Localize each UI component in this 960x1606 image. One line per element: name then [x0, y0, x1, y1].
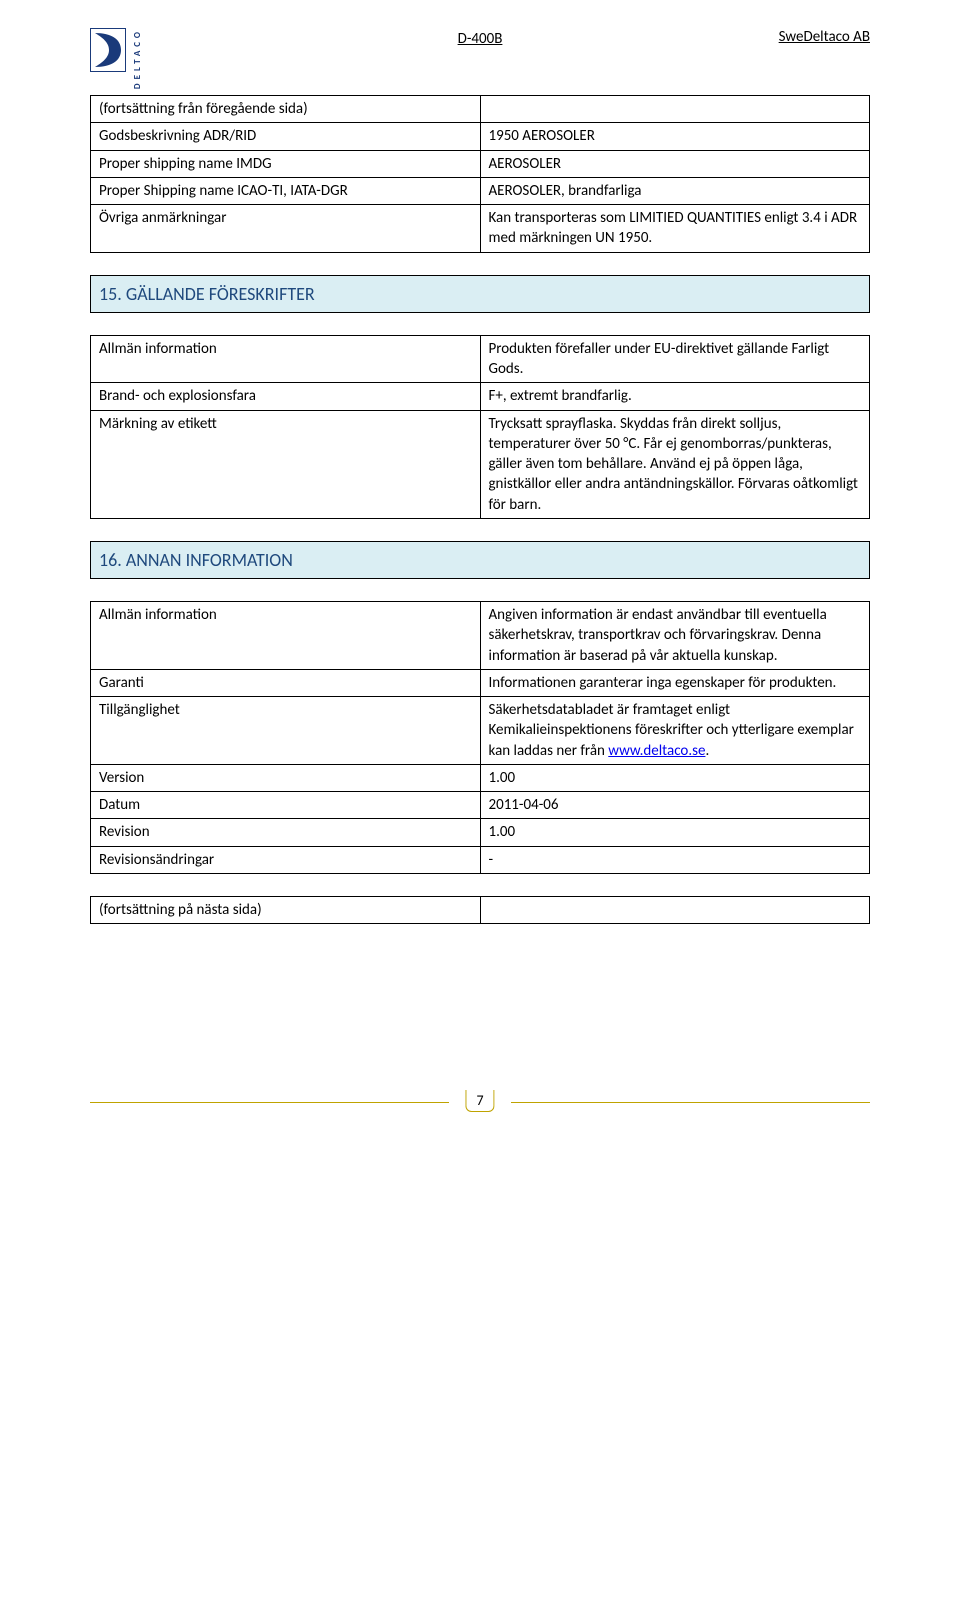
cell-label: Brand- och explosionsfara [91, 383, 481, 410]
cell-label: Godsbeskrivning ADR/RID [91, 123, 481, 150]
cell-value: Angiven information är endast användbar … [480, 602, 870, 670]
table-row: Datum 2011-04-06 [91, 792, 870, 819]
cell-label: Revisionsändringar [91, 846, 481, 873]
cell-value: Informationen garanterar inga egenskaper… [480, 669, 870, 696]
cell-value: 1950 AEROSOLER [480, 123, 870, 150]
cell-value: - [480, 846, 870, 873]
cell-value: AEROSOLER, brandfarliga [480, 177, 870, 204]
cell-value: Säkerhetsdatabladet är framtaget enligt … [480, 697, 870, 765]
cell-value-post: . [705, 742, 709, 760]
cell-label: Proper Shipping name ICAO-TI, IATA-DGR [91, 177, 481, 204]
cell-value: F+, extremt brandfarlig. [480, 383, 870, 410]
cell-label: Allmän information [91, 602, 481, 670]
table-row: Märkning av etikett Trycksatt sprayflask… [91, 410, 870, 518]
cell-value: 1.00 [480, 764, 870, 791]
table-row: Allmän information Angiven information ä… [91, 602, 870, 670]
table-row: Version 1.00 [91, 764, 870, 791]
page-footer: 7 [90, 1084, 870, 1124]
table-row: Revisionsändringar - [91, 846, 870, 873]
cell-label: Garanti [91, 669, 481, 696]
page: DELTACO D-400B SweDeltaco AB (fortsättni… [0, 0, 960, 1164]
cell-value: Trycksatt sprayflaska. Skyddas från dire… [480, 410, 870, 518]
section14-table: (fortsättning från föregående sida) Gods… [90, 95, 870, 253]
section-heading-row: 16. ANNAN INFORMATION [91, 541, 870, 578]
table-row: Godsbeskrivning ADR/RID 1950 AEROSOLER [91, 123, 870, 150]
cell-label: Allmän information [91, 335, 481, 383]
cell-value: Kan transporteras som LIMITIED QUANTITIE… [480, 205, 870, 253]
logo-mark-icon [90, 28, 126, 72]
cell-label: Proper shipping name IMDG [91, 150, 481, 177]
cell-value [480, 96, 870, 123]
company-name: SweDeltaco AB [779, 28, 870, 46]
footer-rule-right [511, 1102, 870, 1103]
cell-label: Märkning av etikett [91, 410, 481, 518]
table-row: Garanti Informationen garanterar inga eg… [91, 669, 870, 696]
section16-body: Allmän information Angiven information ä… [90, 601, 870, 874]
deltaco-link[interactable]: www.deltaco.se [608, 742, 705, 760]
table-row: Proper shipping name IMDG AEROSOLER [91, 150, 870, 177]
logo: DELTACO [90, 28, 143, 89]
table-row: (fortsättning från föregående sida) [91, 96, 870, 123]
footer-rule-left [90, 1102, 449, 1103]
table-row: (fortsättning på nästa sida) [91, 896, 870, 923]
cell-value: AEROSOLER [480, 150, 870, 177]
section16-heading: 16. ANNAN INFORMATION [91, 541, 870, 578]
section15-body: Allmän information Produkten förefaller … [90, 335, 870, 519]
section15-heading: 15. GÄLLANDE FÖRESKRIFTER [91, 275, 870, 312]
cell-value: 2011-04-06 [480, 792, 870, 819]
continuation-table: (fortsättning på nästa sida) [90, 896, 870, 924]
table-row: Övriga anmärkningar Kan transporteras so… [91, 205, 870, 253]
cell-value: 1.00 [480, 819, 870, 846]
logo-brand-text: DELTACO [132, 28, 143, 89]
table-row: Proper Shipping name ICAO-TI, IATA-DGR A… [91, 177, 870, 204]
page-number: 7 [465, 1090, 494, 1112]
page-header: DELTACO D-400B SweDeltaco AB [90, 28, 870, 89]
section15-table: 15. GÄLLANDE FÖRESKRIFTER [90, 275, 870, 313]
cell-label: Tillgänglighet [91, 697, 481, 765]
cell-label: (fortsättning från föregående sida) [91, 96, 481, 123]
cell-value: Produkten förefaller under EU-direktivet… [480, 335, 870, 383]
table-row: Tillgänglighet Säkerhetsdatabladet är fr… [91, 697, 870, 765]
section16-table: 16. ANNAN INFORMATION [90, 541, 870, 579]
cell-label: Version [91, 764, 481, 791]
table-row: Allmän information Produkten förefaller … [91, 335, 870, 383]
cell-label: Revision [91, 819, 481, 846]
cell-label: Övriga anmärkningar [91, 205, 481, 253]
table-row: Brand- och explosionsfara F+, extremt br… [91, 383, 870, 410]
section-heading-row: 15. GÄLLANDE FÖRESKRIFTER [91, 275, 870, 312]
document-id: D-400B [458, 30, 503, 48]
cell-label: Datum [91, 792, 481, 819]
table-row: Revision 1.00 [91, 819, 870, 846]
continuation-empty [480, 896, 870, 923]
continuation-label: (fortsättning på nästa sida) [91, 896, 481, 923]
